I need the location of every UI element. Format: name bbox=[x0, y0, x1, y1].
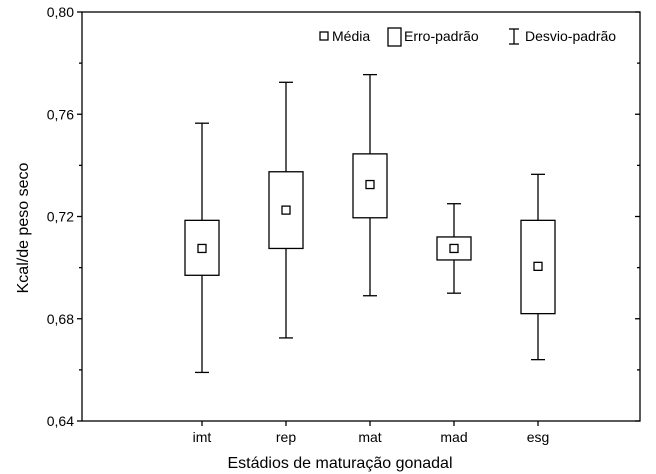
legend-se-marker bbox=[387, 27, 402, 47]
legend-sd-marker bbox=[509, 28, 519, 45]
legend-mean-label: Média bbox=[332, 28, 370, 44]
x-axis-title: Estádios de maturação gonadal bbox=[227, 455, 452, 472]
y-tick-label: 0,68 bbox=[47, 311, 74, 327]
mean-marker bbox=[197, 243, 207, 254]
x-tick-label: mat bbox=[358, 429, 381, 445]
x-tick-label: mad bbox=[440, 429, 467, 445]
se-box bbox=[436, 236, 472, 261]
legend: Média Erro-padrão Desvio-padrão bbox=[319, 27, 616, 47]
category-group bbox=[268, 81, 304, 339]
y-tick-label: 0,64 bbox=[47, 413, 74, 429]
category-group bbox=[352, 73, 388, 297]
x-tick-label: esg bbox=[527, 429, 550, 445]
y-tick-label: 0,80 bbox=[47, 4, 74, 20]
se-box bbox=[268, 171, 304, 250]
mean-marker bbox=[281, 205, 291, 215]
se-box bbox=[352, 153, 388, 219]
plot-frame bbox=[81, 11, 641, 422]
mean-marker bbox=[365, 179, 375, 190]
x-tick-label: rep bbox=[276, 429, 296, 445]
category-group bbox=[520, 173, 556, 361]
category-group bbox=[184, 122, 220, 374]
mean-marker bbox=[449, 243, 459, 254]
y-axis-title: Kcal/de peso seco bbox=[15, 163, 32, 294]
se-box bbox=[184, 219, 220, 276]
x-tick-label: imt bbox=[193, 429, 212, 445]
legend-mean-marker bbox=[319, 31, 329, 41]
category-group bbox=[436, 203, 472, 294]
y-tick-label: 0,72 bbox=[47, 209, 74, 225]
legend-sd-label: Desvio-padrão bbox=[525, 28, 616, 44]
se-box bbox=[520, 219, 556, 315]
y-tick-label: 0,76 bbox=[47, 106, 74, 122]
legend-se-label: Erro-padrão bbox=[404, 28, 479, 44]
mean-marker bbox=[533, 261, 543, 271]
